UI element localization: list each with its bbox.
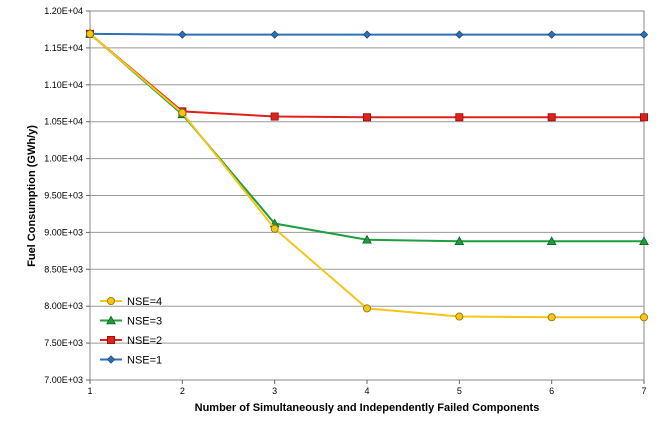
- legend-label: NSE=3: [127, 316, 162, 328]
- data-point-nse-3: [639, 236, 649, 246]
- legend-marker: [107, 296, 116, 305]
- data-point-nse-1: [178, 30, 187, 39]
- legend-label: NSE=1: [127, 355, 162, 367]
- x-tick-label: 3: [272, 386, 277, 396]
- y-tick-label: 9.50E+03: [44, 191, 83, 201]
- x-tick-label: 5: [457, 386, 462, 396]
- y-tick-label: 7.00E+03: [44, 375, 83, 385]
- legend-item-nse-1: NSE=1: [100, 355, 162, 367]
- data-point-nse-2: [547, 113, 556, 122]
- y-tick-label: 1.00E+04: [44, 154, 83, 164]
- legend-label: NSE=2: [127, 335, 162, 347]
- data-point-nse-3: [454, 236, 465, 246]
- data-point-nse-4: [178, 108, 187, 117]
- legend-label: NSE=4: [127, 296, 162, 308]
- legend-marker: [106, 355, 116, 364]
- x-tick-label: 1: [87, 386, 92, 396]
- data-point-nse-3: [546, 236, 557, 246]
- x-tick-label: 4: [364, 386, 369, 396]
- data-point-nse-4: [362, 304, 371, 313]
- legend-marker: [107, 335, 116, 344]
- data-point-nse-1: [547, 30, 556, 39]
- x-axis-title: Number of Simultaneously and Independent…: [195, 402, 540, 414]
- y-tick-label: 1.05E+04: [44, 117, 83, 127]
- y-tick-label: 1.20E+04: [44, 6, 83, 16]
- data-point-nse-3: [362, 234, 372, 244]
- x-tick-label: 6: [549, 386, 554, 396]
- data-point-nse-2: [640, 113, 649, 122]
- legend-item-nse-4: NSE=4: [100, 296, 162, 308]
- series-nse-4: [86, 29, 649, 322]
- legend-marker: [106, 315, 116, 325]
- legend-item-nse-3: NSE=3: [100, 315, 162, 328]
- legend-item-nse-2: NSE=2: [100, 335, 162, 347]
- y-tick-label: 7.50E+03: [44, 338, 83, 348]
- gridlines: [90, 47, 644, 344]
- data-point-nse-4: [270, 224, 279, 233]
- y-tick-label: 8.50E+03: [44, 264, 83, 274]
- data-point-nse-4: [640, 313, 649, 322]
- y-axis-title: Fuel Consumption (GWh/y): [26, 125, 38, 267]
- y-tick-label: 9.00E+03: [44, 227, 83, 237]
- data-point-nse-2: [270, 112, 279, 121]
- data-point-nse-1: [639, 30, 649, 39]
- y-tick-label: 8.00E+03: [44, 301, 83, 311]
- x-axis-ticks: 1 2 3 4 5 6 7: [87, 380, 647, 396]
- data-point-nse-4: [86, 29, 95, 38]
- y-tick-label: 1.10E+04: [44, 80, 83, 90]
- data-point-nse-4: [455, 312, 464, 321]
- legend: NSE=4 NSE=3 NSE=2 NSE=1: [100, 296, 162, 367]
- data-point-nse-4: [547, 313, 556, 322]
- data-point-nse-1: [362, 30, 372, 39]
- series-group: [85, 28, 649, 322]
- data-point-nse-1: [270, 30, 279, 39]
- x-tick-label: 7: [641, 386, 646, 396]
- x-tick-label: 2: [180, 386, 185, 396]
- series-nse-1: [85, 29, 649, 39]
- y-tick-label: 1.15E+04: [44, 43, 83, 53]
- y-axis-ticks: 7.00E+03 7.50E+03 8.00E+03 8.50E+03 9.00E+03…: [44, 6, 90, 385]
- data-point-nse-2: [362, 113, 371, 122]
- data-point-nse-2: [455, 113, 464, 122]
- data-point-nse-1: [455, 30, 464, 39]
